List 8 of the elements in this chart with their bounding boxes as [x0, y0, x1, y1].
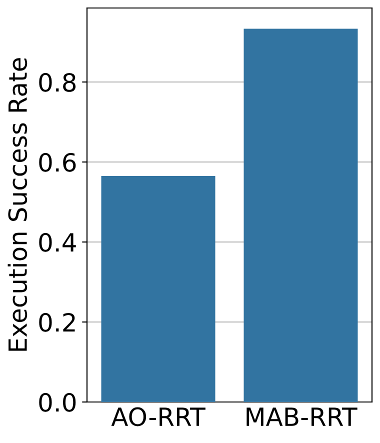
y-tick-label: 0.2 [39, 312, 75, 332]
y-axis-title: Execution Success Rate [8, 58, 28, 351]
x-tick-label: MAB-RRT [246, 408, 358, 426]
y-tick-label: 0.6 [39, 152, 76, 172]
y-tick-label: 0.0 [39, 392, 76, 412]
y-tick-label: 0.8 [39, 72, 76, 92]
y-tick-label: 0.4 [39, 232, 76, 252]
x-tick-label: AO-RRT [111, 407, 206, 426]
